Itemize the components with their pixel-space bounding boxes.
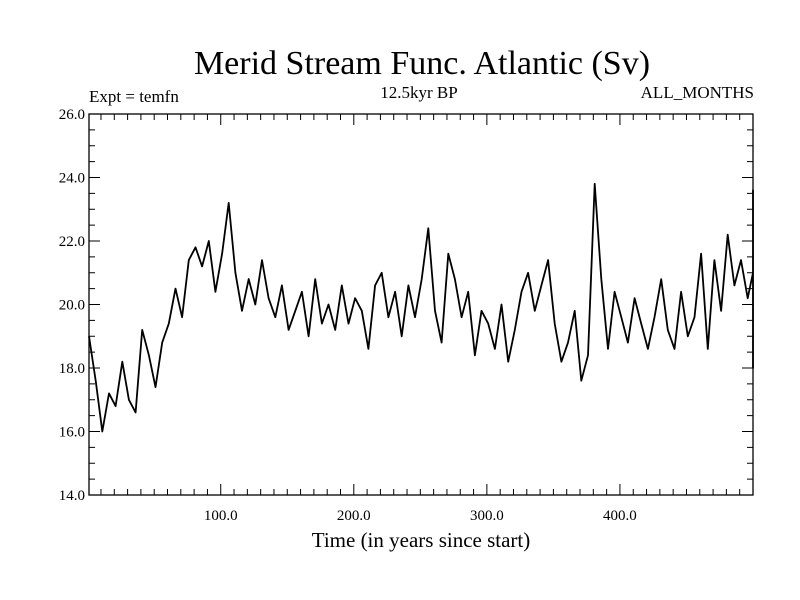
y-tick-label: 20.0 (59, 298, 85, 314)
y-tick-label: 18.0 (59, 361, 85, 377)
plot-frame (88, 113, 754, 496)
x-tick-label: 300.0 (470, 508, 504, 524)
y-tick-label: 26.0 (59, 107, 85, 123)
period-label: 12.5kyr BP (380, 83, 457, 102)
axis-ticks (89, 113, 753, 496)
y-tick-label: 14.0 (59, 488, 85, 504)
series-line (88, 182, 754, 433)
y-tick-label: 24.0 (59, 171, 85, 187)
x-tick-labels: 100.0 200.0 300.0 400.0 (204, 508, 637, 524)
x-axis-label: Time (in years since start) (312, 528, 531, 552)
y-tick-labels: 14.0 16.0 18.0 20.0 22.0 24.0 26.0 (59, 107, 85, 504)
x-tick-label: 200.0 (337, 508, 371, 524)
chart-title: Merid Stream Func. Atlantic (Sv) (194, 45, 650, 82)
y-tick-label: 22.0 (59, 234, 85, 250)
x-tick-label: 400.0 (603, 508, 637, 524)
months-label: ALL_MONTHS (641, 83, 754, 102)
x-tick-label: 100.0 (204, 508, 238, 524)
y-tick-label: 16.0 (59, 425, 85, 441)
experiment-label: Expt = temfn (89, 87, 179, 106)
